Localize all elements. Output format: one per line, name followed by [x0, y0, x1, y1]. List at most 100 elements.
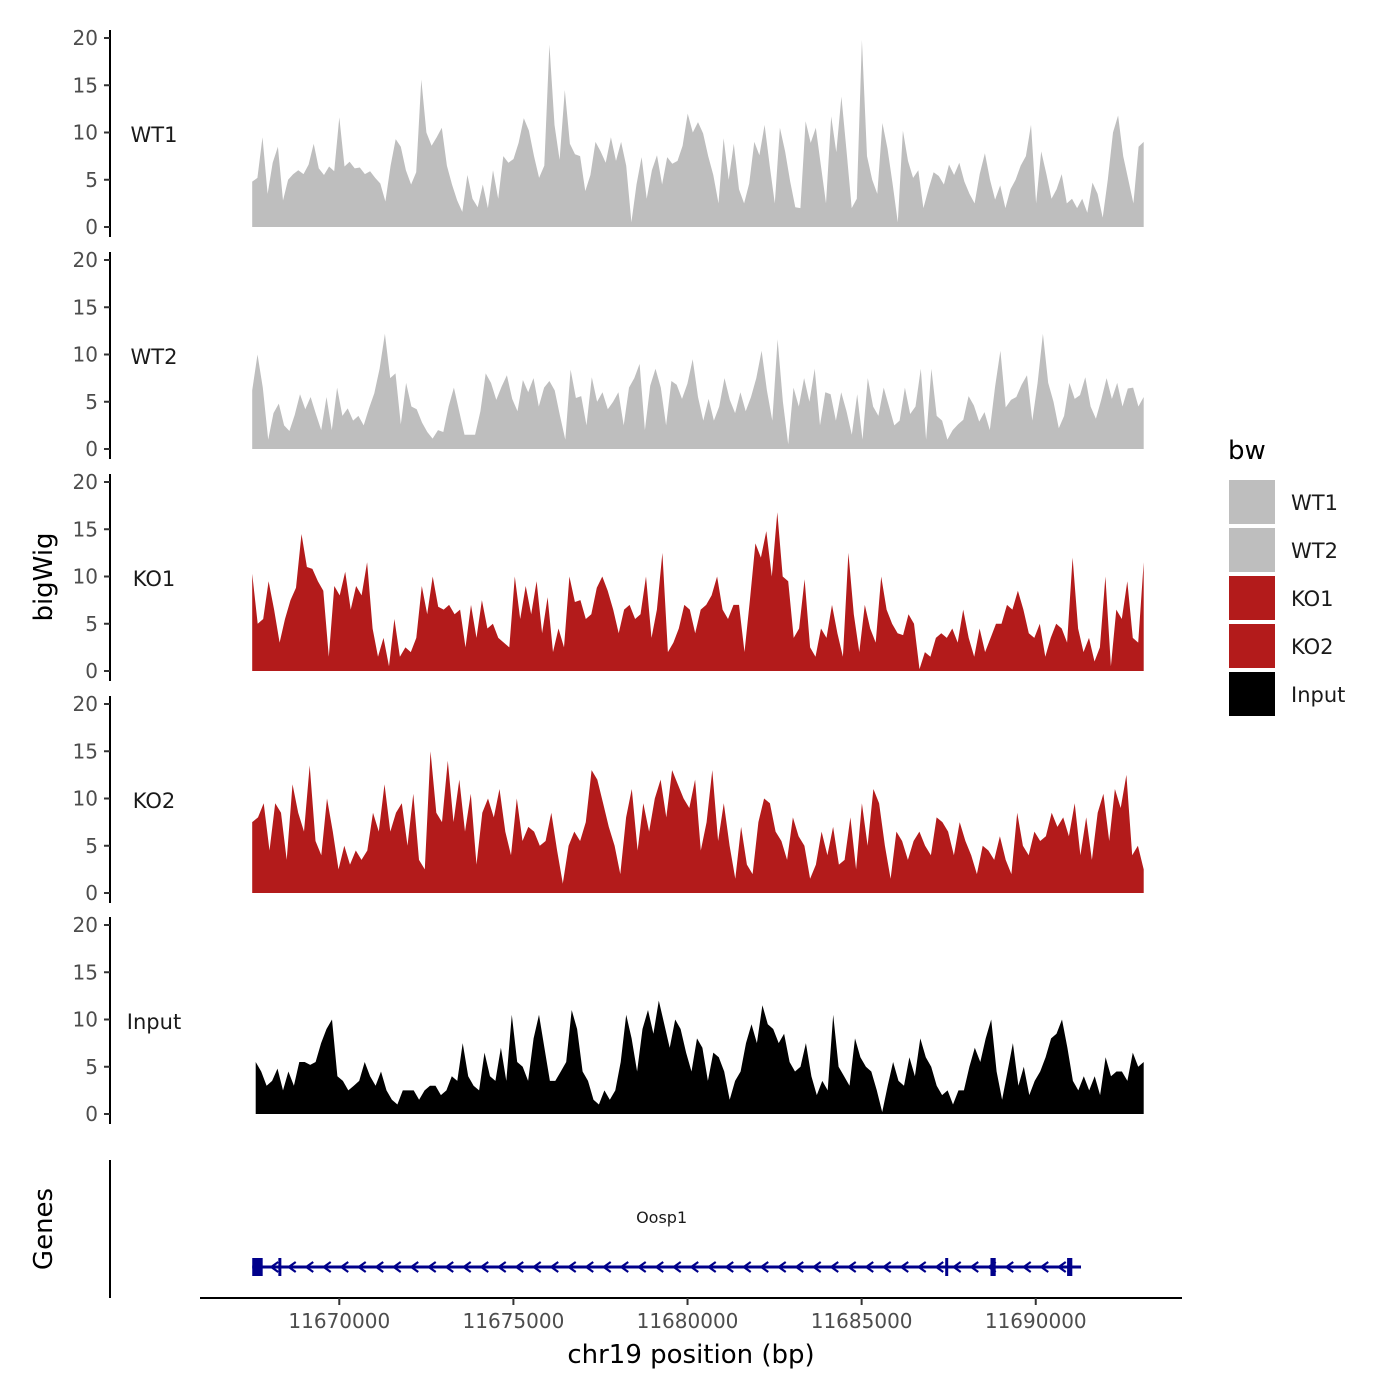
y-tick-label: 5	[85, 834, 98, 858]
signal-area-wt1	[252, 39, 1144, 228]
strand-arrow	[864, 1261, 874, 1273]
strand-arrow	[636, 1261, 647, 1273]
strand-arrow	[811, 1261, 822, 1273]
x-tick-label: 11670000	[288, 1309, 390, 1333]
gene-exon	[252, 1258, 263, 1276]
strand-arrow	[304, 1261, 314, 1273]
legend-label-wt1: WT1	[1291, 491, 1338, 515]
strand-arrow	[286, 1261, 297, 1273]
strand-arrow	[426, 1261, 437, 1273]
strand-arrow	[619, 1261, 629, 1273]
signal-tracks: 0 5 10 15 20 WT1 0 5 10 15 20 WT2 0 5 10 15 20 KO1 0 5 10 15 2…	[73, 26, 1144, 1126]
strand-arrow	[1021, 1261, 1032, 1273]
gene-exon	[1067, 1258, 1073, 1276]
strand-arrow	[584, 1261, 594, 1273]
strand-arrow	[934, 1261, 944, 1273]
strand-arrow	[444, 1261, 454, 1273]
track-wt2: 0 5 10 15 20 WT2	[73, 248, 1144, 461]
legend-label-input: Input	[1291, 683, 1345, 707]
gene-track: Genes Oosp1	[29, 1160, 1082, 1298]
strand-arrow	[654, 1261, 664, 1273]
y-tick-label: 5	[85, 168, 98, 192]
strand-arrow	[846, 1261, 857, 1273]
strand-arrow	[496, 1261, 507, 1273]
gene-exon	[990, 1258, 996, 1276]
y-axis-title: bigWig	[29, 532, 59, 621]
strand-arrow	[409, 1261, 419, 1273]
y-tick-label: 20	[73, 248, 98, 272]
y-tick-label: 20	[73, 913, 98, 937]
strand-arrow	[531, 1261, 542, 1273]
strand-arrow	[724, 1261, 734, 1273]
strand-arrow	[601, 1261, 612, 1273]
strand-arrow	[969, 1261, 979, 1273]
y-tick-label: 5	[85, 1055, 98, 1079]
strand-arrow	[374, 1261, 384, 1273]
legend: bw WT1 WT2 KO1 KO2 Input	[1228, 436, 1345, 716]
track-label: KO2	[133, 789, 176, 813]
strand-arrow	[689, 1261, 699, 1273]
strand-arrow	[339, 1261, 349, 1273]
strand-arrow	[881, 1261, 892, 1273]
strand-arrow	[741, 1261, 752, 1273]
track-label: KO1	[133, 567, 176, 591]
y-tick-label: 15	[73, 73, 98, 97]
genes-axis-title: Genes	[29, 1188, 59, 1270]
y-tick-label: 20	[73, 470, 98, 494]
y-tick-label: 10	[73, 787, 98, 811]
y-tick-label: 15	[73, 295, 98, 319]
y-tick-label: 5	[85, 390, 98, 414]
gene-exon	[945, 1258, 949, 1276]
gene-name-label: Oosp1	[636, 1208, 687, 1227]
x-tick-label: 11680000	[637, 1309, 739, 1333]
x-axis-title: chr19 position (bp)	[567, 1340, 814, 1370]
track-label: Input	[127, 1010, 181, 1034]
legend-swatch-ko1	[1229, 576, 1275, 620]
strand-arrow	[899, 1261, 909, 1273]
y-tick-label: 10	[73, 121, 98, 145]
y-tick-label: 0	[85, 1102, 98, 1126]
strand-arrow	[1039, 1261, 1049, 1273]
signal-area-ko2	[252, 751, 1144, 893]
legend-swatch-wt1	[1229, 480, 1275, 524]
legend-swatch-wt2	[1229, 528, 1275, 572]
y-tick-label: 20	[73, 692, 98, 716]
x-tick-label: 11685000	[811, 1309, 913, 1333]
x-axis: chr19 position (bp) 11670000 11675000 1168…	[200, 1297, 1182, 1370]
y-tick-label: 10	[73, 565, 98, 589]
legend-swatch-ko2	[1229, 624, 1275, 668]
strand-arrow	[1056, 1261, 1067, 1273]
strand-arrow	[671, 1261, 682, 1273]
legend-title: bw	[1228, 436, 1266, 466]
strand-arrow	[269, 1261, 279, 1273]
strand-arrow	[776, 1261, 787, 1273]
strand-arrow	[321, 1261, 332, 1273]
track-wt1: 0 5 10 15 20 WT1	[73, 26, 1144, 239]
x-tick-label: 11690000	[985, 1309, 1087, 1333]
strand-arrow	[829, 1261, 839, 1273]
signal-area-wt2	[252, 333, 1144, 449]
strand-arrow	[916, 1261, 927, 1273]
legend-swatch-input	[1229, 672, 1275, 716]
track-label: WT1	[131, 123, 178, 147]
y-tick-label: 10	[73, 343, 98, 367]
track-ko1: 0 5 10 15 20 KO1	[73, 470, 1144, 683]
y-tick-label: 0	[85, 215, 98, 239]
strand-arrow	[391, 1261, 402, 1273]
strand-arrow	[514, 1261, 524, 1273]
strand-arrow	[951, 1261, 962, 1273]
y-tick-label: 0	[85, 881, 98, 905]
x-tick-label: 11675000	[463, 1309, 565, 1333]
strand-arrow	[461, 1261, 472, 1273]
y-tick-label: 5	[85, 612, 98, 636]
signal-area-ko1	[252, 512, 1144, 671]
y-tick-label: 0	[85, 659, 98, 683]
signal-area-input	[255, 1000, 1144, 1114]
strand-arrow	[549, 1261, 559, 1273]
track-ko2: 0 5 10 15 20 KO2	[73, 692, 1144, 905]
y-tick-label: 10	[73, 1008, 98, 1032]
legend-label-ko1: KO1	[1291, 587, 1334, 611]
gene-oosp1: Oosp1	[252, 1208, 1082, 1276]
track-label: WT2	[131, 345, 178, 369]
